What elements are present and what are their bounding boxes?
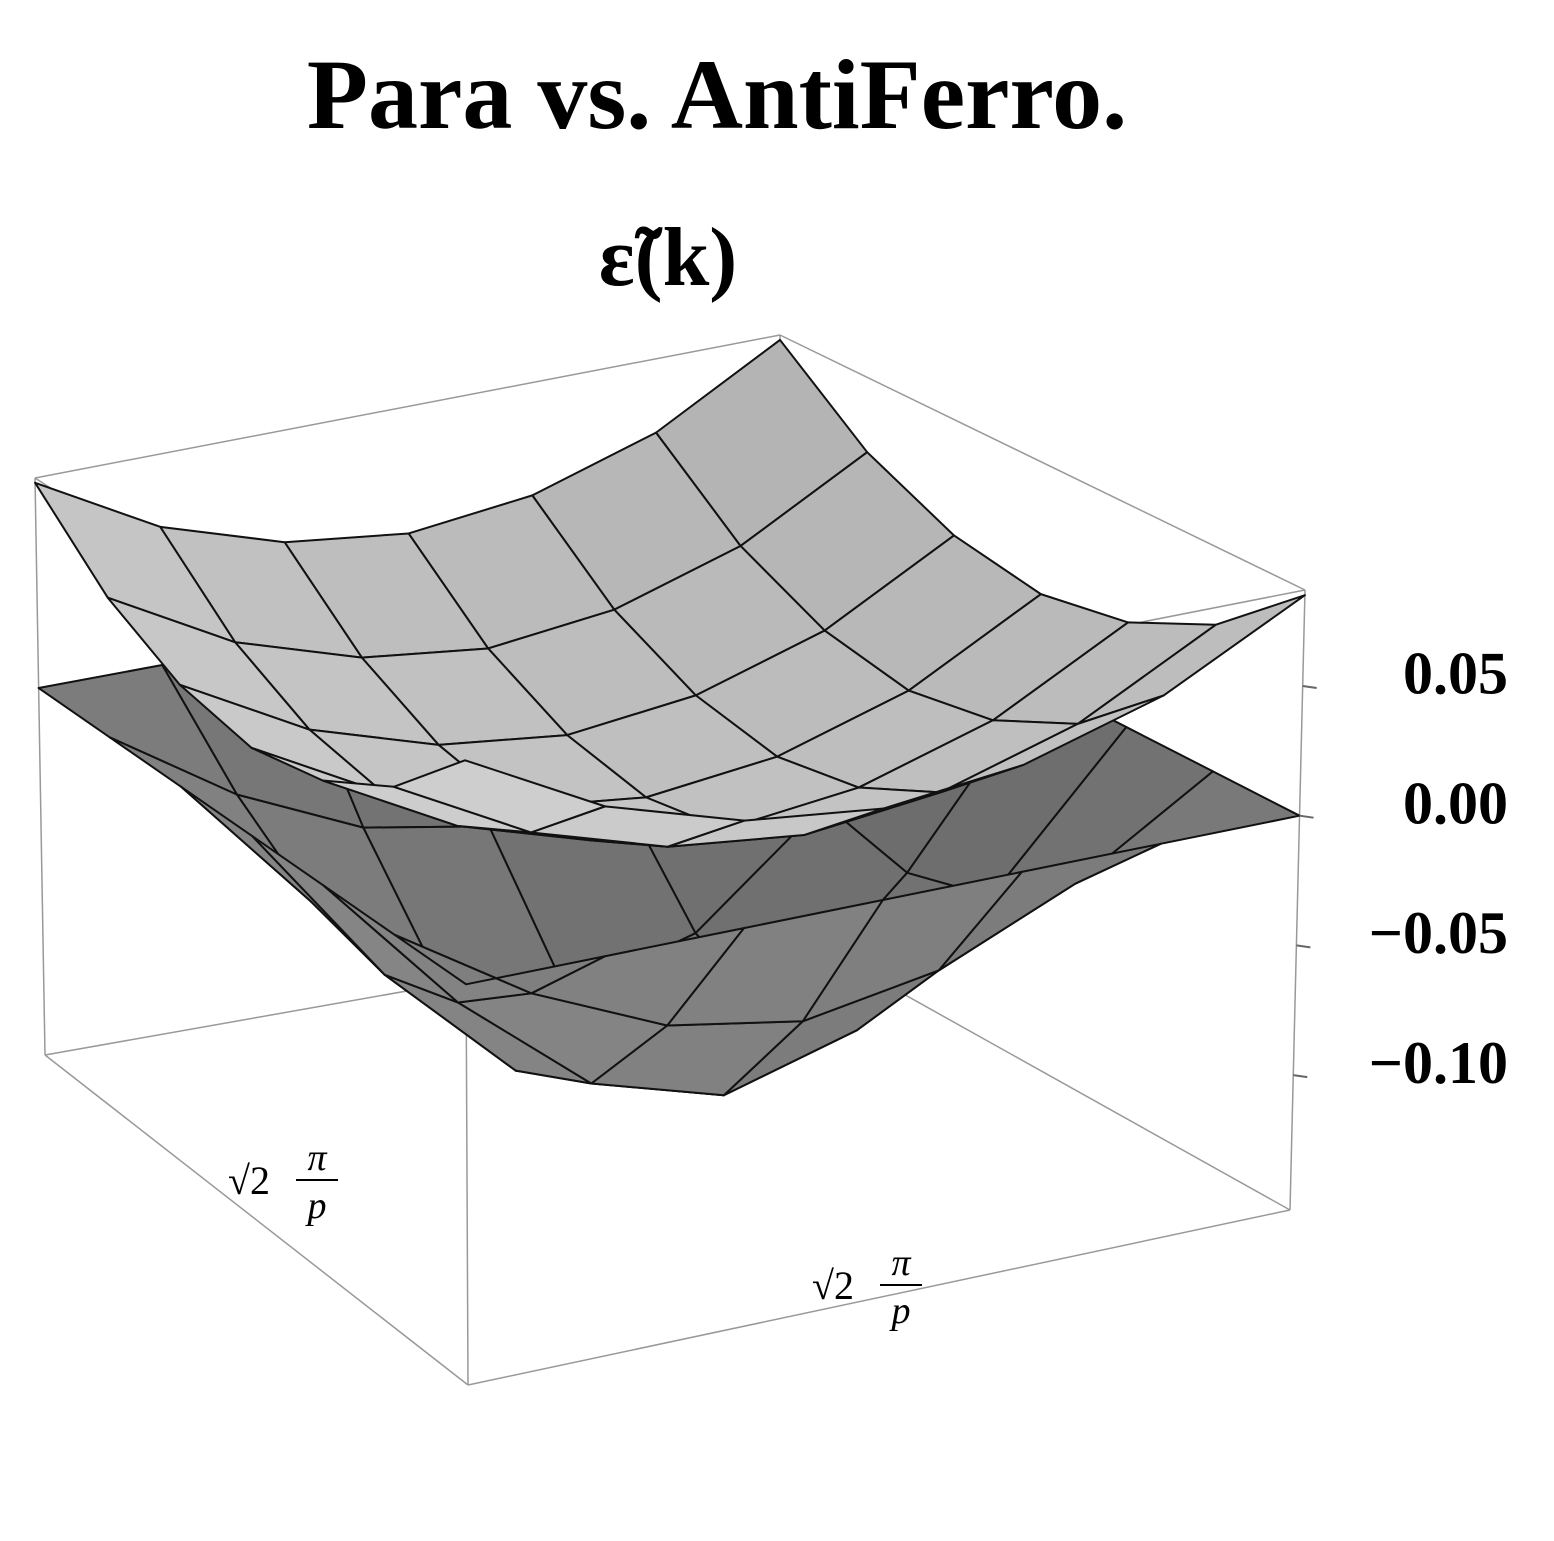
z-tick: [1299, 814, 1314, 819]
z-tick: [1293, 1074, 1308, 1079]
z-tick: [1302, 684, 1317, 689]
surface-patch: [392, 759, 606, 834]
axis-label: √2 πp: [812, 1242, 922, 1332]
box-edge: [44, 1054, 469, 1386]
box-edge: [467, 1209, 1291, 1386]
z-tick: [1296, 944, 1311, 949]
box-edge: [779, 334, 1306, 591]
z-tick-label: −0.10: [1369, 1030, 1508, 1096]
chart-title: Para vs. AntiFerro.: [307, 39, 1127, 150]
z-tick-label: −0.05: [1369, 900, 1508, 966]
axis-label: √2 πp: [228, 1137, 338, 1227]
surface-patch: [393, 933, 606, 995]
axis-label-denominator: p: [305, 1185, 327, 1227]
axes: 0.050.00−0.05−0.10√2 πp√2 πp: [228, 641, 1508, 1332]
axis-label-root: √2: [228, 1158, 270, 1203]
axis-label-root: √2: [812, 1263, 854, 1308]
box-edge: [1289, 589, 1306, 1211]
z-tick-label: 0.05: [1403, 641, 1508, 707]
axis-label-numerator: π: [891, 1242, 911, 1284]
surfaces: [34, 338, 1306, 1097]
z-tick-label: 0.00: [1403, 770, 1508, 836]
box-edge: [34, 334, 781, 479]
axis-label-numerator: π: [307, 1137, 327, 1179]
axis-label-denominator: p: [889, 1290, 911, 1332]
box-edge: [34, 477, 46, 1056]
chart-subtitle: ε̃(k): [599, 211, 738, 304]
